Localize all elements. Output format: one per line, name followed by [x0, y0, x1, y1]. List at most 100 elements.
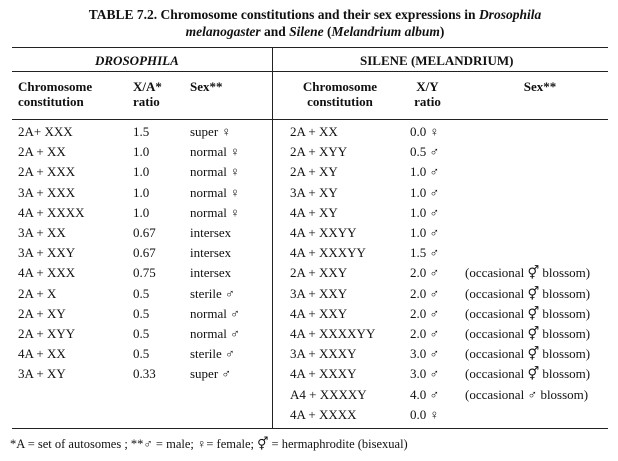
table-cell: 1.0 ♂: [410, 184, 440, 200]
table-cell: 1.0: [133, 184, 150, 200]
table-cell: 4A + XXXX: [18, 204, 85, 220]
table-cell: normal ♀: [190, 204, 240, 220]
table-cell: 3A + XXXY: [290, 346, 357, 362]
column-header: Chromosome constitution: [302, 79, 378, 109]
table-cell: 1.5: [133, 124, 150, 139]
table-cell: 4A + XXYY: [290, 225, 357, 240]
table-cell: 3A + XXY: [18, 245, 76, 261]
table-cell: 1.0: [133, 204, 150, 220]
table-cell: (occasional ⚥ blossom): [465, 326, 591, 341]
table-cell: 4A + XXXXYY: [290, 326, 376, 341]
table-cell: 4.0 ♂: [410, 386, 440, 402]
table-cell: 2A + XYY: [290, 144, 348, 160]
table-cell: 2.0 ♂: [410, 265, 440, 281]
table-cell: 2.0 ♂: [410, 326, 440, 341]
title-text: melanogaster: [185, 24, 261, 39]
column-header: X/A* ratio: [133, 79, 162, 109]
table-cell: super ♀: [190, 124, 232, 139]
table-cell: normal ♀: [190, 144, 240, 160]
table-cell: 4A + XXXX: [290, 406, 357, 422]
table-cell: 3A + XY: [290, 184, 338, 200]
table-cell: 0.0 ♀: [410, 124, 440, 139]
table-cell: 1.0: [133, 144, 150, 160]
table-cell: 0.75: [133, 265, 156, 281]
title-text: Drosophila: [478, 7, 542, 22]
title-text: TABLE 7.2. Chromosome constitutions and …: [88, 7, 479, 22]
table-title: TABLE 7.2. Chromosome constitutions and …: [30, 6, 600, 40]
table-cell: 3A + XXY: [290, 285, 348, 301]
table-cell: normal ♂: [190, 326, 240, 341]
divider: [272, 47, 273, 428]
column-header: Sex**: [190, 79, 223, 94]
column-header: Chromosome constitution: [18, 79, 93, 109]
table-cell: 4A + XXX: [18, 265, 76, 281]
table-cell: A4 + XXXXY: [290, 386, 367, 402]
column-header: X/Y ratio: [414, 79, 441, 109]
table-cell: intersex: [190, 265, 232, 281]
title-text: Melandrium album: [331, 24, 440, 39]
column-header: Sex**: [523, 79, 557, 94]
table-cell: 2A + XY: [290, 164, 338, 180]
table-cell: 3A + XY: [18, 366, 66, 382]
table-cell: 2A + XX: [290, 124, 338, 139]
table-cell: 1.5 ♂: [410, 245, 440, 261]
table-cell: 0.5: [133, 326, 150, 341]
section-heading: SILENE (MELANDRIUM): [360, 53, 514, 68]
table-cell: 0.67: [133, 245, 156, 261]
table-cell: 3.0 ♂: [410, 366, 440, 382]
table-cell: 4A + XXXYY: [290, 245, 366, 261]
table-cell: (occasional ⚥ blossom): [465, 366, 591, 382]
table-cell: sterile ♂: [190, 346, 235, 362]
table-cell: 4A + XX: [18, 346, 66, 362]
table-cell: normal ♀: [190, 184, 240, 200]
rule: [12, 119, 608, 120]
table-cell: intersex: [190, 245, 232, 261]
table-cell: super ♂: [190, 366, 232, 382]
table-cell: (occasional ⚥ blossom): [465, 265, 591, 281]
table-cell: 3.0 ♂: [410, 346, 440, 362]
table-cell: normal ♀: [190, 164, 240, 180]
rule: [12, 428, 608, 429]
table-cell: 2A + XY: [18, 305, 66, 321]
table-cell: 1.0 ♂: [410, 204, 440, 220]
table-cell: (occasional ⚥ blossom): [465, 285, 591, 301]
table-cell: 3A + XXX: [18, 184, 76, 200]
table-cell: 4A + XXXY: [290, 366, 357, 382]
footnote: *A = set of autosomes ; **♂ = male; ♀= f…: [10, 437, 408, 451]
table-cell: (occasional ⚥ blossom): [465, 346, 591, 362]
table-cell: 0.5: [133, 285, 150, 301]
table-cell: 2A + XX: [18, 144, 66, 160]
table-cell: 0.5 ♂: [410, 144, 440, 160]
title-text: Silene: [289, 24, 324, 39]
table-cell: 1.0: [133, 164, 150, 180]
table-cell: 0.0 ♀: [410, 406, 440, 422]
table-cell: 4A + XXY: [290, 305, 348, 321]
table-cell: 0.5: [133, 346, 150, 362]
table-cell: 0.67: [133, 225, 156, 240]
title-text: (: [323, 24, 332, 39]
title-text: ): [439, 24, 445, 39]
table-cell: 2A+ XXX: [18, 124, 73, 139]
table-cell: (occasional ♂ blossom): [465, 386, 589, 402]
table-cell: sterile ♂: [190, 285, 235, 301]
table-cell: intersex: [190, 225, 232, 240]
table-cell: 3A + XX: [18, 225, 66, 240]
table-cell: 2A + XXY: [290, 265, 348, 281]
section-heading: DROSOPHILA: [95, 53, 179, 68]
table-cell: 2A + XYY: [18, 326, 76, 341]
table-cell: 1.0 ♂: [410, 164, 440, 180]
title-text: and: [260, 24, 290, 39]
table-cell: normal ♂: [190, 305, 240, 321]
rule: [12, 47, 608, 48]
table-cell: 0.33: [133, 366, 156, 382]
table-cell: 4A + XY: [290, 204, 338, 220]
table-cell: 2.0 ♂: [410, 305, 440, 321]
table-cell: (occasional ⚥ blossom): [465, 305, 591, 321]
table-cell: 2A + X: [18, 285, 57, 301]
rule: [12, 71, 608, 72]
table-cell: 1.0 ♂: [410, 225, 440, 240]
table-cell: 0.5: [133, 305, 150, 321]
table-cell: 2A + XXX: [18, 164, 76, 180]
table-cell: 2.0 ♂: [410, 285, 440, 301]
